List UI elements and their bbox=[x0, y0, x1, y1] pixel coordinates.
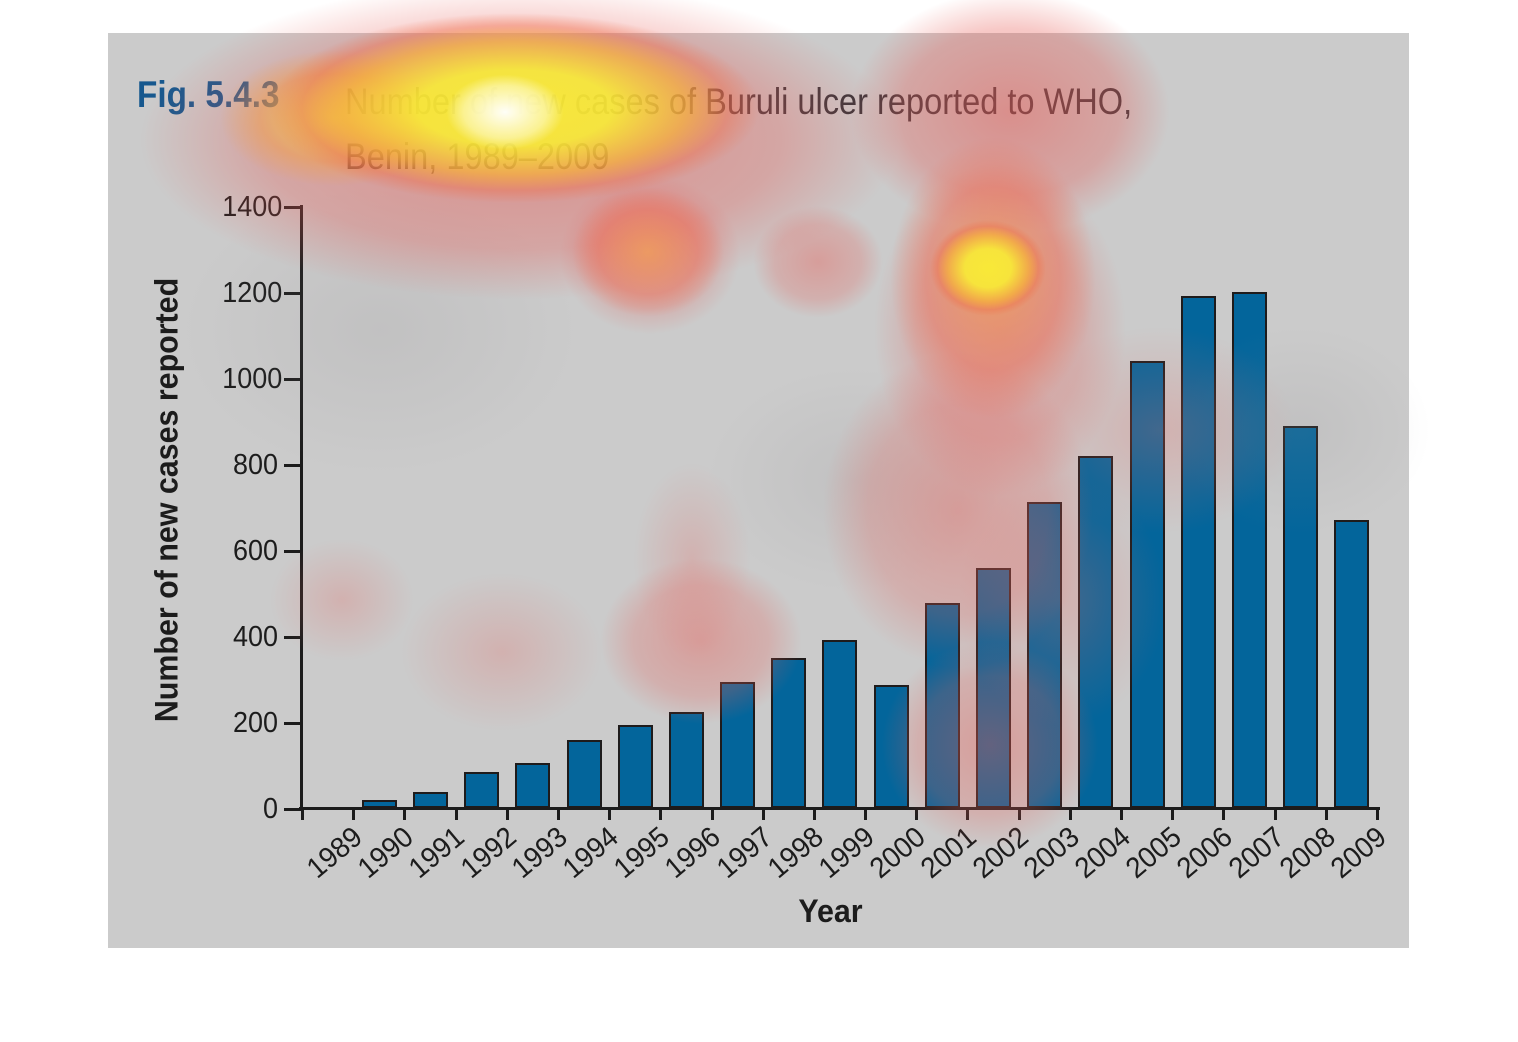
bar-2005 bbox=[1129, 361, 1165, 808]
bar-2004 bbox=[1078, 455, 1114, 808]
y-axis-tick-label: 1000 bbox=[222, 363, 283, 395]
x-axis-tick bbox=[710, 810, 714, 820]
x-axis-tick bbox=[1017, 810, 1021, 820]
x-axis-tick bbox=[915, 810, 919, 820]
bar-2006 bbox=[1180, 296, 1216, 808]
x-axis-tick bbox=[301, 810, 304, 820]
x-axis-tick bbox=[1171, 810, 1175, 820]
bar-2008 bbox=[1283, 425, 1319, 808]
bar-2002 bbox=[976, 567, 1012, 808]
bar-1993 bbox=[515, 763, 551, 808]
y-axis-tick-label: 800 bbox=[232, 449, 278, 481]
y-axis-tick-label: 1200 bbox=[222, 277, 283, 309]
x-axis-tick bbox=[352, 810, 356, 820]
x-axis-tick bbox=[454, 810, 458, 820]
y-axis-tick bbox=[284, 635, 301, 639]
bar-2007 bbox=[1232, 291, 1267, 808]
y-axis-tick-label: 600 bbox=[232, 535, 278, 567]
x-axis-tick bbox=[1068, 810, 1072, 820]
x-axis-tick bbox=[403, 810, 407, 820]
y-axis-tick-label: 1400 bbox=[222, 191, 283, 223]
x-axis-title: Year bbox=[798, 893, 863, 929]
bar-2000 bbox=[873, 685, 909, 808]
bar-2001 bbox=[924, 603, 960, 808]
bar-2003 bbox=[1027, 501, 1063, 808]
bar-1998 bbox=[771, 657, 807, 808]
bar-1990 bbox=[361, 800, 397, 808]
y-axis-tick bbox=[284, 463, 301, 467]
figure-title: Number of new cases of Buruli ulcer repo… bbox=[345, 74, 1132, 184]
x-axis-tick bbox=[1273, 810, 1277, 820]
x-axis-tick bbox=[659, 810, 663, 820]
bar-1994 bbox=[566, 740, 602, 808]
x-axis-tick bbox=[1120, 810, 1124, 820]
y-axis-line bbox=[300, 205, 303, 811]
x-axis-tick bbox=[966, 810, 970, 820]
y-axis-tick-label: 400 bbox=[232, 621, 278, 653]
bar-1997 bbox=[720, 682, 756, 808]
bar-1999 bbox=[822, 640, 858, 808]
x-axis-tick bbox=[608, 810, 612, 820]
x-axis-tick bbox=[1222, 810, 1226, 820]
x-axis-tick bbox=[556, 810, 560, 820]
x-axis-tick bbox=[812, 810, 816, 820]
y-axis-tick bbox=[284, 721, 301, 725]
x-axis-tick bbox=[1324, 810, 1328, 820]
y-axis-tick-label: 0 bbox=[262, 793, 278, 825]
x-axis-tick bbox=[864, 810, 868, 820]
figure-title-line1: Number of new cases of Buruli ulcer repo… bbox=[345, 81, 1133, 122]
y-axis-tick bbox=[284, 549, 301, 553]
figure-title-line2: Benin, 1989–2009 bbox=[345, 136, 610, 177]
y-axis-title: Number of new cases reported bbox=[148, 277, 185, 723]
bar-1992 bbox=[464, 771, 500, 808]
figure-number-label: Fig. 5.4.3 bbox=[137, 74, 280, 115]
bar-1996 bbox=[668, 711, 704, 808]
x-axis-tick bbox=[1375, 810, 1379, 820]
y-axis-tick bbox=[284, 205, 301, 209]
x-axis-tick bbox=[505, 810, 509, 820]
x-axis-tick bbox=[761, 810, 765, 820]
bar-1995 bbox=[617, 724, 653, 808]
y-axis-tick bbox=[284, 377, 301, 381]
y-axis-tick bbox=[284, 291, 301, 295]
y-axis-tick-label: 200 bbox=[232, 707, 278, 739]
bar-2009 bbox=[1334, 520, 1370, 808]
bar-1991 bbox=[412, 791, 448, 808]
y-axis-tick bbox=[284, 807, 301, 811]
